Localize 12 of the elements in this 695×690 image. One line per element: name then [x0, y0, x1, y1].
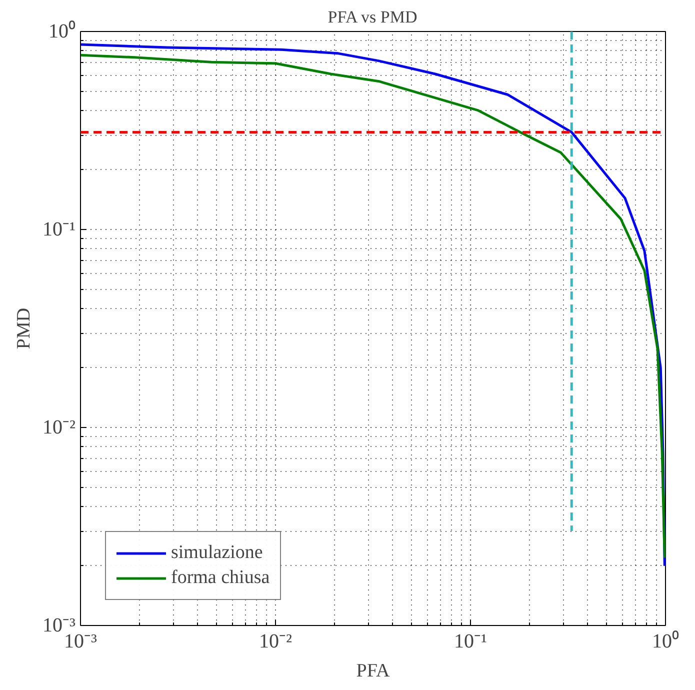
y-tick-label: 10⁻² [42, 416, 76, 438]
x-tick-label: 10⁻² [259, 630, 292, 652]
y-tick-label: 10⁰ [48, 20, 76, 42]
legend-label: simulazione [171, 542, 263, 564]
y-axis-title: PMD [14, 308, 35, 350]
legend-label: forma chiusa [171, 567, 270, 589]
x-axis-title: PFA [356, 660, 390, 682]
y-tick-label: 10⁻¹ [42, 218, 76, 240]
x-tick-label: 10⁰ [652, 630, 679, 652]
chart-title: PFA vs PMD [328, 8, 418, 26]
x-tick-label: 10⁻¹ [454, 630, 487, 652]
x-tick-label: 10⁻³ [64, 630, 97, 652]
